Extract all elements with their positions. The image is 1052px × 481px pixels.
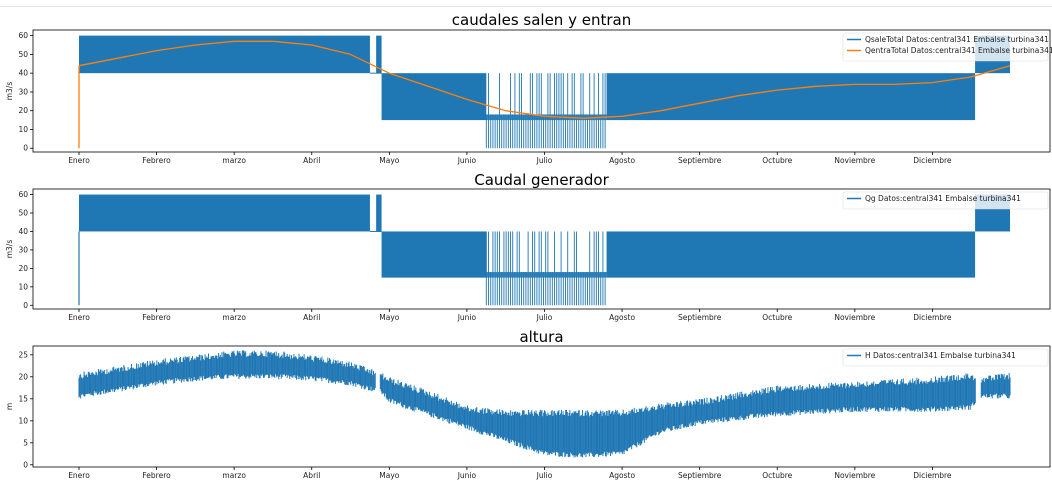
plot-area <box>78 35 1011 149</box>
x-tick-label: Septiembre <box>678 313 722 322</box>
y-tick-label: 10 <box>18 282 28 291</box>
x-tick-label: Febrero <box>142 156 171 165</box>
axes-frame <box>32 188 1051 310</box>
x-tick-label: Septiembre <box>678 471 722 480</box>
y-tick-label: 15 <box>18 394 28 403</box>
y-tick-label: 0 <box>23 144 28 153</box>
x-tick-label: Septiembre <box>678 156 722 165</box>
legend: QsaleTotal Datos:central341 Embalse turb… <box>842 32 1052 62</box>
plot-area <box>78 350 1011 458</box>
x-tick-label: Abril <box>303 313 320 322</box>
x-tick-label: marzo <box>222 313 246 322</box>
legend-entry: H Datos:central341 Embalse turbina341 <box>865 351 1016 360</box>
x-tick-label: Mayo <box>379 156 400 165</box>
band-segment <box>376 35 382 74</box>
x-tick-label: Diciembre <box>913 313 952 322</box>
chart-title: caudales salen y entran <box>452 11 631 29</box>
y-tick-label: 20 <box>18 264 28 273</box>
legend-entry: QentraTotal Datos:central341 Embalse tur… <box>865 46 1052 55</box>
x-tick-label: Febrero <box>142 313 171 322</box>
x-tick-label: Junio <box>457 156 477 165</box>
legend-entry: QsaleTotal Datos:central341 Embalse turb… <box>865 35 1049 44</box>
x-tick-label: Julio <box>536 156 553 165</box>
axes-frame <box>32 29 1051 153</box>
x-tick-label: Diciembre <box>913 156 952 165</box>
x-tick-label: Abril <box>303 471 320 480</box>
x-tick-label: Enero <box>68 156 90 165</box>
x-tick-label: Noviembre <box>834 156 875 165</box>
legend-box <box>842 32 1049 62</box>
legend: Qg Datos:central341 Embalse turbina341 <box>842 191 1049 210</box>
x-tick-label: Noviembre <box>834 313 875 322</box>
y-tick-label: 20 <box>18 106 28 115</box>
y-axis-label: m3/s <box>5 240 14 259</box>
plot-area <box>78 194 1010 306</box>
legend: H Datos:central341 Embalse turbina341 <box>842 348 1049 367</box>
panel-caudal-generador: Caudal generador 0 10 20 30 40 50 60 m3/s Enero Fe… <box>5 171 1051 322</box>
band-segment <box>79 35 370 74</box>
band-segment-base <box>486 272 607 278</box>
y-tick-label: 20 <box>18 372 28 381</box>
x-tick-label: Octubre <box>762 313 792 322</box>
y-tick-label: 5 <box>23 438 28 447</box>
chart-title: Caudal generador <box>474 171 609 189</box>
y-tick-label: 10 <box>18 125 28 134</box>
y-tick-label: 30 <box>18 87 28 96</box>
series-qentratotal-line <box>78 40 1011 119</box>
series-h-band <box>78 350 1011 458</box>
y-tick-label: 60 <box>18 31 28 40</box>
y-tick-label: 40 <box>18 69 28 78</box>
x-tick-label: Julio <box>536 471 553 480</box>
panel-altura: altura 0 5 10 15 20 25 m Enero Febrero marzo Abril M… <box>5 328 1051 480</box>
band-segment <box>376 194 382 232</box>
y-axis-label: m3/s <box>5 82 14 101</box>
y-tick-label: 25 <box>18 350 28 359</box>
x-tick-label: Junio <box>457 313 477 322</box>
x-tick-label: Mayo <box>379 471 400 480</box>
series-qg-datos-central341--band <box>78 194 1010 306</box>
x-tick-label: Febrero <box>142 471 171 480</box>
x-tick-label: Enero <box>68 471 90 480</box>
band-segment <box>606 73 976 121</box>
x-tick-label: Enero <box>68 313 90 322</box>
band-segment <box>79 194 370 232</box>
x-tick-label: Agosto <box>609 471 635 480</box>
x-tick-label: Mayo <box>379 313 400 322</box>
legend-box <box>842 348 1049 367</box>
x-tick-label: Diciembre <box>913 471 952 480</box>
x-tick-label: Agosto <box>609 313 635 322</box>
chart-title: altura <box>519 328 563 346</box>
x-tick-label: marzo <box>222 471 246 480</box>
y-tick-label: 50 <box>18 50 28 59</box>
axes-frame <box>32 345 1051 468</box>
y-tick-label: 50 <box>18 209 28 218</box>
y-tick-label: 60 <box>18 190 28 199</box>
y-tick-label: 30 <box>18 245 28 254</box>
x-tick-label: Junio <box>457 471 477 480</box>
x-tick-label: Abril <box>303 156 320 165</box>
y-tick-label: 0 <box>23 460 28 469</box>
x-tick-label: Julio <box>536 313 553 322</box>
x-tick-label: Octubre <box>762 156 792 165</box>
band-segment-base <box>486 114 607 121</box>
y-tick-label: 0 <box>23 301 28 310</box>
band-segment <box>606 231 976 278</box>
y-axis-label: m <box>5 403 14 410</box>
x-tick-label: Agosto <box>609 156 635 165</box>
y-tick-label: 10 <box>18 416 28 425</box>
band-segment <box>381 231 487 278</box>
x-tick-label: marzo <box>222 156 246 165</box>
x-tick-label: Noviembre <box>834 471 875 480</box>
legend-entry: Qg Datos:central341 Embalse turbina341 <box>865 194 1021 203</box>
top-border <box>0 0 1052 7</box>
panel-caudales-salen-y-entran: caudales salen y entran 0 10 20 30 40 50 60 m3/s… <box>5 11 1052 165</box>
band-segment <box>381 73 487 121</box>
legend-box <box>842 191 1049 210</box>
x-tick-label: Octubre <box>762 471 792 480</box>
y-tick-label: 40 <box>18 227 28 236</box>
